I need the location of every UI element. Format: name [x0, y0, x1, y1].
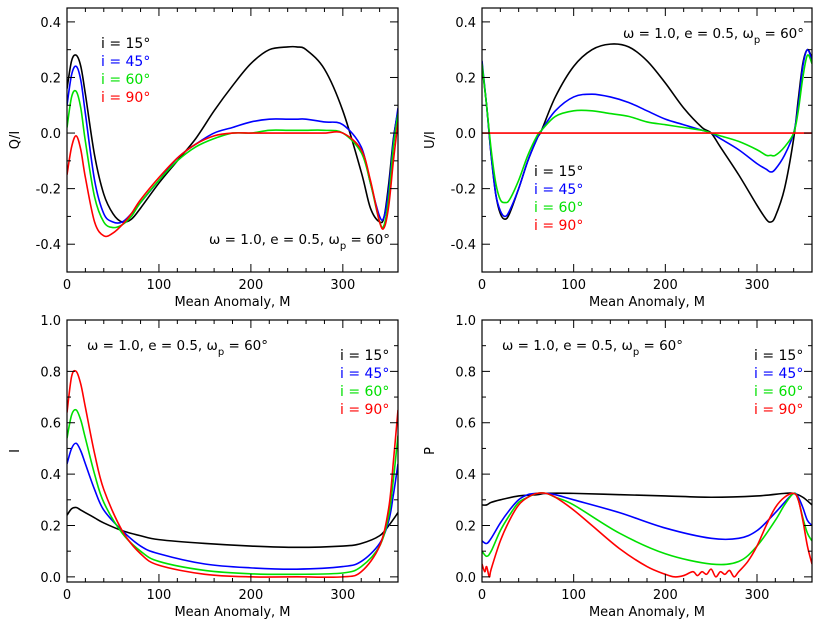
x-tick-label: 100 [147, 278, 172, 293]
x-tick-label: 100 [561, 278, 586, 293]
series-line-qi-0 [67, 45, 398, 224]
series-line-i-2 [67, 408, 398, 576]
y-tick-label: 0.4 [40, 468, 61, 483]
y-tick-label: 0.4 [455, 16, 476, 31]
legend: i = 15° i = 45° i = 60° i = 90° [754, 348, 803, 418]
legend-entry: i = 45° [534, 182, 583, 198]
series-line-i-3 [67, 369, 398, 579]
y-tick-label: -0.4 [36, 238, 61, 253]
series-line-ui-0 [482, 43, 812, 223]
y-tick-label: 1.0 [40, 314, 61, 329]
legend-entry: i = 60° [754, 384, 803, 400]
x-tick-label: 200 [238, 278, 263, 293]
y-tick-label: 0.4 [40, 16, 61, 31]
legend-entry: i = 90° [101, 90, 150, 106]
x-tick-label: 200 [653, 278, 678, 293]
y-tick-label: -0.2 [36, 183, 61, 198]
legend-entry: i = 15° [754, 348, 803, 364]
x-tick-label: 200 [653, 588, 678, 603]
series-line-p-3 [482, 492, 812, 578]
panel-ui: 0 100 200 300 -0.4 -0.2 0.0 0.2 0.4 Mean Anomaly,… [423, 7, 813, 310]
x-tick-label: 0 [63, 588, 71, 603]
x-tick-label: 300 [330, 588, 355, 603]
y-tick-label: -0.2 [451, 183, 476, 198]
parameter-annotation: ω = 1.0, e = 0.5, ωp = 60° [209, 232, 390, 252]
y-axis-title: I [8, 449, 23, 453]
y-tick-label: 0.0 [455, 127, 476, 142]
y-tick-label: 0.4 [455, 468, 476, 483]
panel-i: 0 100 200 300 0.0 0.2 0.4 0.6 0.8 1.0 Mean Anomaly… [8, 314, 399, 620]
x-tick-label: 0 [478, 588, 486, 603]
y-tick-label: 0.0 [40, 571, 61, 586]
legend-entry: i = 45° [101, 54, 150, 70]
y-axis-title: Q/I [8, 131, 23, 149]
legend-entry: i = 60° [340, 384, 389, 400]
x-tick-label: 300 [330, 278, 355, 293]
y-tick-label: 0.2 [455, 71, 476, 86]
x-tick-label: 300 [745, 278, 770, 293]
series-line-qi-3 [67, 121, 398, 238]
y-tick-label: 0.6 [40, 417, 61, 432]
x-tick-label: 0 [63, 278, 71, 293]
y-tick-label: -0.4 [451, 238, 476, 253]
x-tick-label: 100 [561, 588, 586, 603]
legend-entry: i = 90° [534, 218, 583, 234]
series-line-qi-2 [67, 89, 398, 229]
x-axis-title: Mean Anomaly, M [589, 295, 705, 310]
series-line-ui-1 [482, 48, 812, 218]
x-tick-label: 100 [147, 588, 172, 603]
series-line-p-2 [482, 492, 812, 566]
x-axis-title: Mean Anomaly, M [174, 605, 290, 620]
parameter-annotation: ω = 1.0, e = 0.5, ωp = 60° [502, 338, 683, 358]
legend-entry: i = 15° [534, 164, 583, 180]
y-tick-label: 0.2 [40, 519, 61, 534]
y-tick-label: 1.0 [455, 314, 476, 329]
parameter-annotation: ω = 1.0, e = 0.5, ωp = 60° [87, 338, 268, 358]
legend-entry: i = 60° [101, 72, 150, 88]
series-line-ui-2 [482, 54, 812, 204]
y-tick-label: 0.8 [455, 365, 476, 380]
plot-frame [481, 7, 813, 273]
y-tick-label: 0.2 [40, 71, 61, 86]
y-tick-label: 0.6 [455, 417, 476, 432]
x-tick-label: 0 [478, 278, 486, 293]
legend: i = 15° i = 45° i = 60° i = 90° [534, 164, 583, 234]
series-line-i-1 [67, 442, 398, 571]
legend: i = 15° i = 45° i = 60° i = 90° [340, 348, 389, 418]
x-tick-label: 200 [238, 588, 263, 603]
legend-entry: i = 45° [340, 366, 389, 382]
y-tick-label: 0.8 [40, 365, 61, 380]
y-tick-label: 0.0 [40, 127, 61, 142]
x-tick-label: 300 [745, 588, 770, 603]
panel-p: 0 100 200 300 0.0 0.2 0.4 0.6 0.8 1.0 Mean Anomaly… [423, 314, 813, 620]
y-tick-label: 0.2 [455, 519, 476, 534]
y-tick-label: 0.0 [455, 571, 476, 586]
y-axis-title: U/I [423, 131, 438, 149]
series-line-i-0 [67, 506, 398, 549]
series-line-p-0 [482, 492, 812, 506]
legend-entry: i = 15° [340, 348, 389, 364]
legend: i = 15° i = 45° i = 60° i = 90° [101, 36, 150, 106]
legend-entry: i = 45° [754, 366, 803, 382]
panel-qi: 0 100 200 300 -0.4 -0.2 0.0 0.2 0.4 Mean Anomaly,… [8, 7, 399, 310]
legend-entry: i = 60° [534, 200, 583, 216]
y-axis-title: P [423, 447, 438, 455]
legend-entry: i = 90° [754, 402, 803, 418]
legend-entry: i = 90° [340, 402, 389, 418]
legend-entry: i = 15° [101, 36, 150, 52]
x-axis-title: Mean Anomaly, M [174, 295, 290, 310]
series-line-p-1 [482, 492, 812, 545]
parameter-annotation: ω = 1.0, e = 0.5, ωp = 60° [623, 26, 804, 46]
x-axis-title: Mean Anomaly, M [589, 605, 705, 620]
